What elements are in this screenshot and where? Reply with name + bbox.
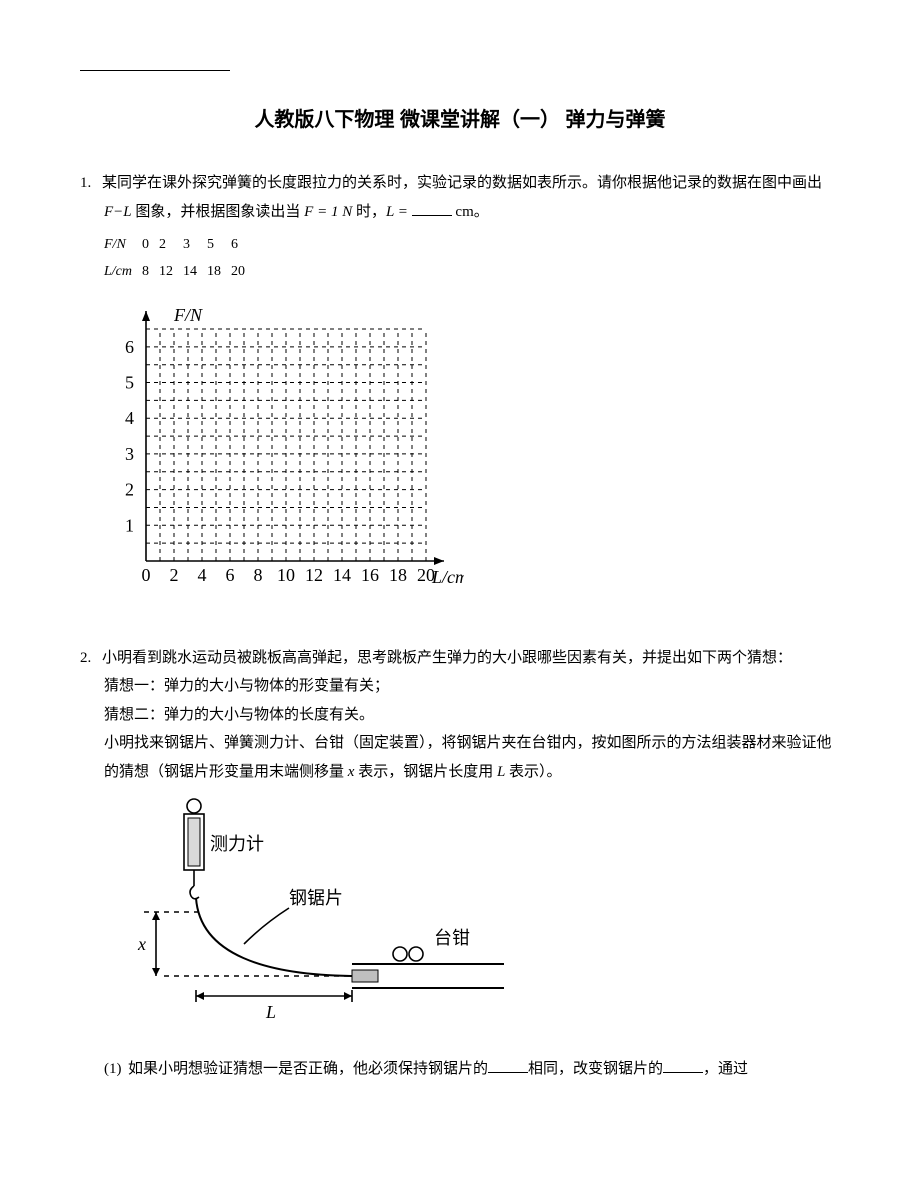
cell: 3 — [183, 232, 207, 259]
svg-text:F/N: F/N — [173, 305, 203, 325]
q2-sub1: (1)如果小明想验证猜想一是否正确，他必须保持钢锯片的 相同，改变钢锯片的 ，通过 — [80, 1055, 840, 1084]
svg-text:18: 18 — [389, 565, 407, 585]
q1-part-b: 图象，并根据图象读出当 — [132, 204, 305, 220]
q1-text: 1.某同学在课外探究弹簧的长度跟拉力的关系时，实验记录的数据如表所示。请你根据他… — [80, 169, 840, 226]
svg-text:8: 8 — [254, 565, 263, 585]
row1-label: F/N — [104, 232, 142, 259]
table-row: F/N 0 2 3 5 6 — [104, 232, 255, 259]
svg-text:5: 5 — [125, 373, 134, 393]
q2-sub1-t3: ，通过 — [703, 1061, 748, 1077]
cell: 8 — [142, 259, 159, 286]
svg-text:2: 2 — [170, 565, 179, 585]
q2-intro: 2.小明看到跳水运动员被跳板高高弹起，思考跳板产生弹力的大小跟哪些因素有关，并提… — [80, 644, 840, 673]
diagram-svg: 测力计钢锯片 x 台钳 L — [104, 794, 504, 1024]
q2-intro-text: 小明看到跳水运动员被跳板高高弹起，思考跳板产生弹力的大小跟哪些因素有关，并提出如… — [102, 650, 792, 666]
svg-text:1: 1 — [125, 515, 134, 535]
q1-part-a: 某同学在课外探究弹簧的长度跟拉力的关系时，实验记录的数据如表所示。请你根据他记录… — [102, 175, 822, 191]
cell: 6 — [231, 232, 255, 259]
cell: 2 — [159, 232, 183, 259]
q1-feq: F = 1 N — [304, 204, 352, 220]
page-title: 人教版八下物理 微课堂讲解（一） 弹力与弹簧 — [80, 101, 840, 139]
svg-text:x: x — [137, 934, 146, 954]
svg-text:4: 4 — [125, 408, 134, 428]
svg-text:6: 6 — [226, 565, 235, 585]
q2-setup: 小明找来钢锯片、弹簧测力计、台钳（固定装置），将钢锯片夹在台钳内，按如图所示的方… — [80, 729, 840, 786]
q2-sub1-num: (1) — [104, 1055, 128, 1084]
q2-number: 2. — [80, 644, 102, 673]
cell: 14 — [183, 259, 207, 286]
q1-data-table: F/N 0 2 3 5 6 L/cm 8 12 14 18 20 — [104, 232, 255, 285]
svg-text:14: 14 — [333, 565, 351, 585]
svg-text:测力计: 测力计 — [210, 834, 264, 854]
svg-text:2: 2 — [125, 480, 134, 500]
cell: 20 — [231, 259, 255, 286]
svg-text:台钳: 台钳 — [434, 928, 470, 948]
cell: 0 — [142, 232, 159, 259]
svg-text:0: 0 — [142, 565, 151, 585]
q2-sub1-t2: 相同，改变钢锯片的 — [528, 1061, 663, 1077]
q2-sub1-t1: 如果小明想验证猜想一是否正确，他必须保持钢锯片的 — [128, 1061, 488, 1077]
svg-text:6: 6 — [125, 337, 134, 357]
header-rule — [80, 70, 230, 71]
svg-text:12: 12 — [305, 565, 323, 585]
q2-setup-b: 表示，钢锯片长度用 — [354, 764, 497, 780]
svg-text:4: 4 — [198, 565, 207, 585]
cell: 18 — [207, 259, 231, 286]
q1-number: 1. — [80, 169, 102, 198]
question-2: 2.小明看到跳水运动员被跳板高高弹起，思考跳板产生弹力的大小跟哪些因素有关，并提… — [80, 644, 840, 1084]
svg-text:钢锯片: 钢锯片 — [289, 888, 343, 908]
fl-chart: 02468101214161820123456F/NL/cm — [104, 293, 840, 614]
q2-guess1: 猜想一：弹力的大小与物体的形变量有关； — [80, 672, 840, 701]
q1-part-c: 时， — [352, 204, 386, 220]
svg-text:10: 10 — [277, 565, 295, 585]
q2-setup-c: 表示）。 — [505, 764, 561, 780]
q1-fl: F−L — [104, 204, 132, 220]
row2-label: L/cm — [104, 259, 142, 286]
svg-text:16: 16 — [361, 565, 379, 585]
q2-sub1-blank1[interactable] — [488, 1057, 528, 1073]
q1-unit: cm。 — [452, 204, 489, 220]
svg-text:L: L — [265, 1002, 276, 1022]
svg-text:L/cm: L/cm — [431, 567, 464, 587]
question-1: 1.某同学在课外探究弹簧的长度跟拉力的关系时，实验记录的数据如表所示。请你根据他… — [80, 169, 840, 614]
q1-leq: L = — [386, 204, 408, 220]
q2-guess2: 猜想二：弹力的大小与物体的长度有关。 — [80, 701, 840, 730]
cell: 5 — [207, 232, 231, 259]
svg-text:3: 3 — [125, 444, 134, 464]
table-row: L/cm 8 12 14 18 20 — [104, 259, 255, 286]
apparatus-diagram: 测力计钢锯片 x 台钳 L — [104, 794, 840, 1035]
chart-svg: 02468101214161820123456F/NL/cm — [104, 293, 464, 603]
q1-blank[interactable] — [412, 200, 452, 216]
q2-sub1-blank2[interactable] — [663, 1057, 703, 1073]
cell: 12 — [159, 259, 183, 286]
